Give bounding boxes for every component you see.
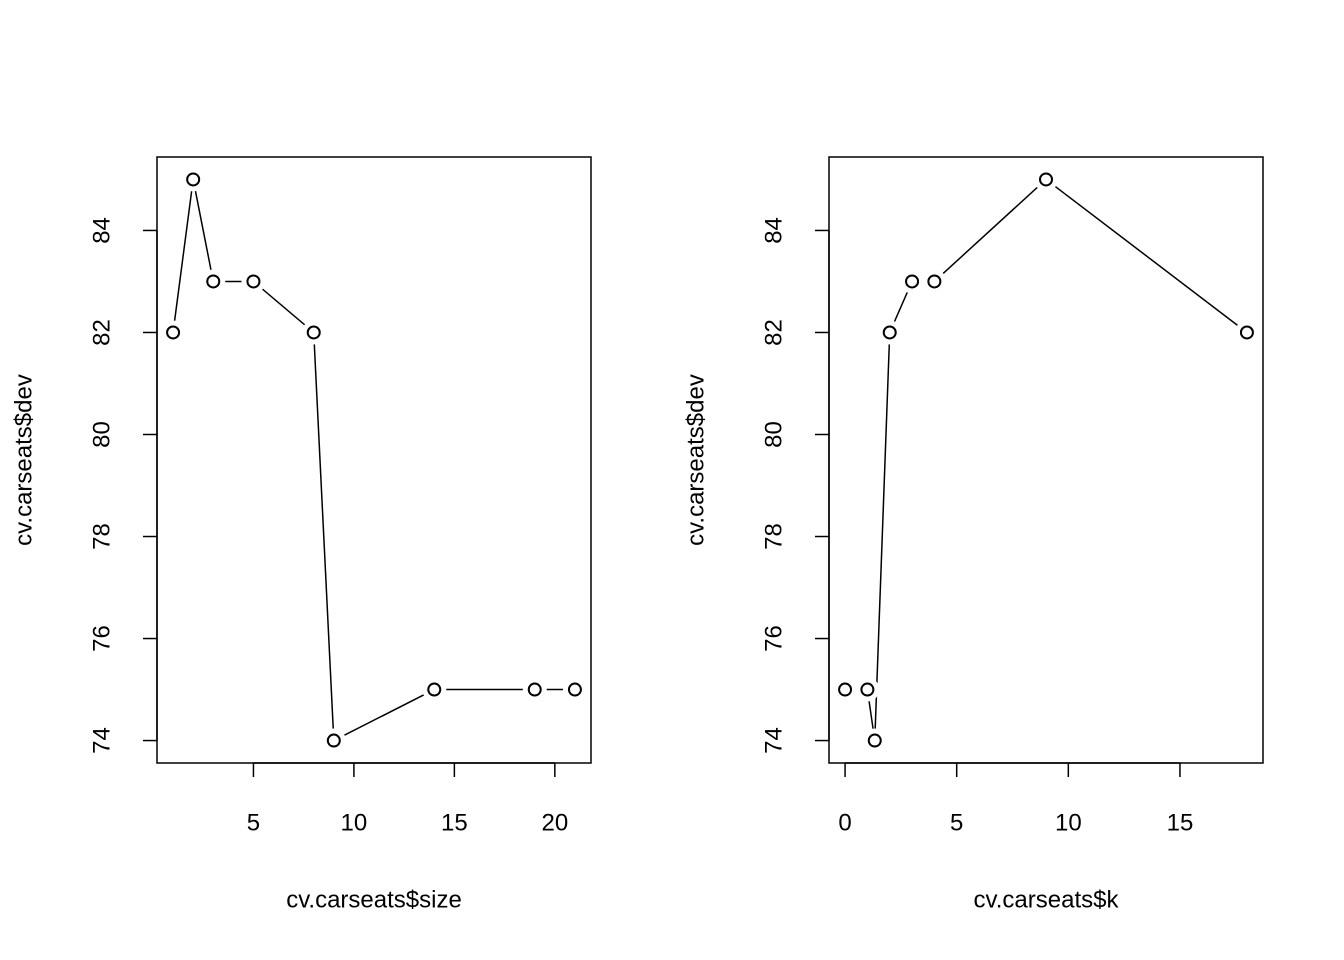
series-line bbox=[845, 178, 1248, 741]
x-tick-label: 15 bbox=[1167, 809, 1194, 836]
point bbox=[860, 682, 875, 697]
y-tick-label: 82 bbox=[760, 319, 787, 346]
point bbox=[186, 172, 201, 187]
point bbox=[427, 682, 442, 697]
y-tick-label: 80 bbox=[88, 421, 115, 448]
series-line bbox=[172, 179, 575, 742]
y-tick-label: 84 bbox=[760, 217, 787, 244]
y-tick-label: 74 bbox=[88, 727, 115, 754]
point bbox=[927, 274, 942, 289]
point bbox=[306, 325, 321, 340]
x-axis-title: cv.carseats$k bbox=[974, 886, 1120, 913]
point bbox=[166, 325, 181, 340]
y-axis-title: cv.carseats$dev bbox=[682, 374, 709, 546]
y-tick-label: 82 bbox=[88, 319, 115, 346]
point bbox=[838, 682, 853, 697]
point bbox=[527, 682, 542, 697]
y-tick-label: 76 bbox=[88, 625, 115, 652]
x-tick-label: 0 bbox=[838, 809, 851, 836]
x-tick-label: 10 bbox=[341, 809, 368, 836]
y-axis-title: cv.carseats$dev bbox=[10, 374, 37, 546]
x-tick-label: 10 bbox=[1055, 809, 1082, 836]
point bbox=[567, 682, 582, 697]
x-tick-label: 5 bbox=[950, 809, 963, 836]
point bbox=[905, 274, 920, 289]
y-tick-label: 78 bbox=[760, 523, 787, 550]
point bbox=[206, 274, 221, 289]
y-tick-label: 76 bbox=[760, 625, 787, 652]
panel: 74 76 78 80 82 84 5 10 15 20 cv.carseats$size cv.ca… bbox=[10, 156, 592, 913]
panel: 74 76 78 80 82 84 0 5 10 15 cv.carseats$k cv.carsea… bbox=[682, 156, 1264, 913]
y-tick-label: 84 bbox=[88, 217, 115, 244]
y-tick-label: 80 bbox=[760, 421, 787, 448]
plot-box bbox=[828, 156, 1264, 764]
x-tick-label: 5 bbox=[247, 809, 260, 836]
point bbox=[326, 733, 341, 748]
point bbox=[882, 325, 897, 340]
x-tick-label: 15 bbox=[441, 809, 468, 836]
x-tick-label: 20 bbox=[541, 809, 568, 836]
plot-box bbox=[156, 156, 592, 764]
point bbox=[246, 274, 261, 289]
y-tick-label: 78 bbox=[88, 523, 115, 550]
point bbox=[1239, 325, 1254, 340]
x-axis-title: cv.carseats$size bbox=[286, 886, 462, 913]
y-tick-label: 74 bbox=[760, 727, 787, 754]
point bbox=[867, 733, 882, 748]
point bbox=[1039, 172, 1053, 187]
